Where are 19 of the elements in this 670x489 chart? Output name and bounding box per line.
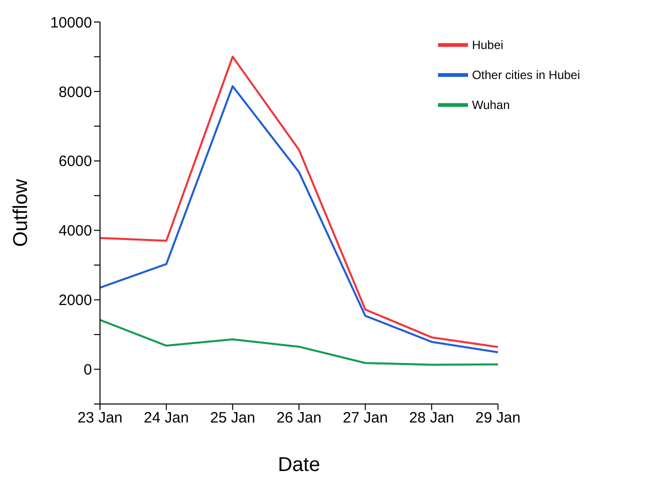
- x-tick-label: 29 Jan: [475, 410, 520, 427]
- legend-label: Wuhan: [472, 98, 510, 112]
- x-tick-label: 23 Jan: [77, 410, 123, 427]
- y-tick-label: 6000: [58, 153, 92, 170]
- y-axis-title: Outflow: [10, 178, 32, 247]
- y-tick-label: 4000: [58, 222, 92, 240]
- x-tick-label: 28 Jan: [409, 410, 454, 427]
- x-axis-title: Date: [278, 454, 320, 476]
- x-tick-label: 24 Jan: [144, 410, 189, 427]
- line-series: [100, 318, 498, 366]
- x-tick-label: 27 Jan: [342, 410, 388, 427]
- legend-label: Hubei: [472, 38, 504, 52]
- y-tick-label: 10000: [50, 14, 92, 32]
- x-tick-label: 26 Jan: [276, 410, 322, 427]
- y-tick-label: 2000: [58, 292, 92, 310]
- y-tick-label: 0: [84, 362, 92, 379]
- x-tick-label: 25 Jan: [210, 410, 256, 427]
- y-tick-label: 8000: [58, 84, 92, 101]
- legend-label: Other cities in Hubei: [472, 68, 580, 82]
